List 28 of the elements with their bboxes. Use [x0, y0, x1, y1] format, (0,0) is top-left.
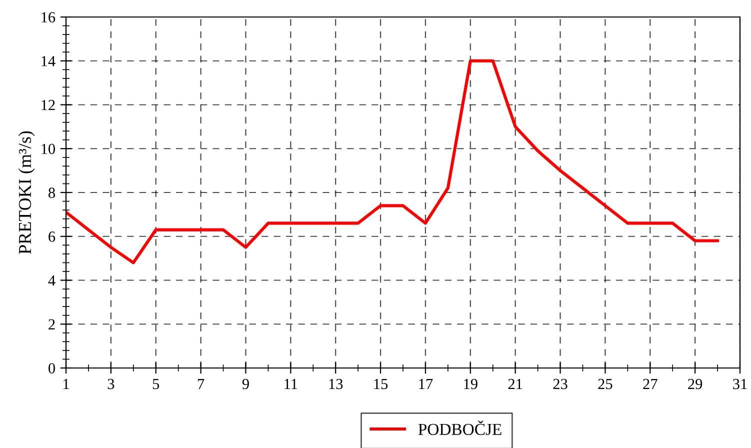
- x-tick-label: 9: [242, 378, 249, 390]
- y-tick-label: 2: [48, 319, 55, 330]
- y-tick-label: 10: [42, 144, 55, 154]
- x-tick-label: 1: [64, 378, 69, 390]
- y-tick-label: 8: [48, 188, 55, 198]
- x-tick-label: 27: [643, 378, 658, 390]
- x-tick-label: 5: [152, 379, 160, 390]
- x-tick-label: 25: [598, 378, 612, 390]
- x-tick-label: 19: [464, 378, 478, 390]
- legend-label: PODBOČJE: [418, 420, 502, 436]
- x-tick-label: 29: [688, 378, 702, 390]
- line-series: [66, 59, 720, 264]
- x-tick-label: 21: [508, 378, 522, 390]
- x-tick-label: 3: [108, 378, 114, 390]
- x-tick-label: 15: [374, 378, 388, 390]
- y-tick-label: 14: [42, 56, 56, 66]
- y-tick-label: 4: [48, 275, 56, 286]
- x-tick-label: 23: [553, 378, 568, 390]
- x-tick-label: 13: [329, 378, 343, 390]
- y-tick-label: 6: [48, 232, 56, 242]
- y-tick-label: 12: [42, 100, 55, 110]
- y-axis-title: PRETOKI (m³/s): [18, 131, 35, 254]
- x-tick-label: 7: [198, 379, 204, 390]
- x-tick-label: 17: [419, 378, 433, 390]
- y-tick-label: 16: [42, 12, 56, 22]
- y-tick-label: 0: [48, 363, 55, 374]
- x-tick-label: 31: [733, 378, 747, 390]
- x-tick-label: 11: [284, 378, 298, 390]
